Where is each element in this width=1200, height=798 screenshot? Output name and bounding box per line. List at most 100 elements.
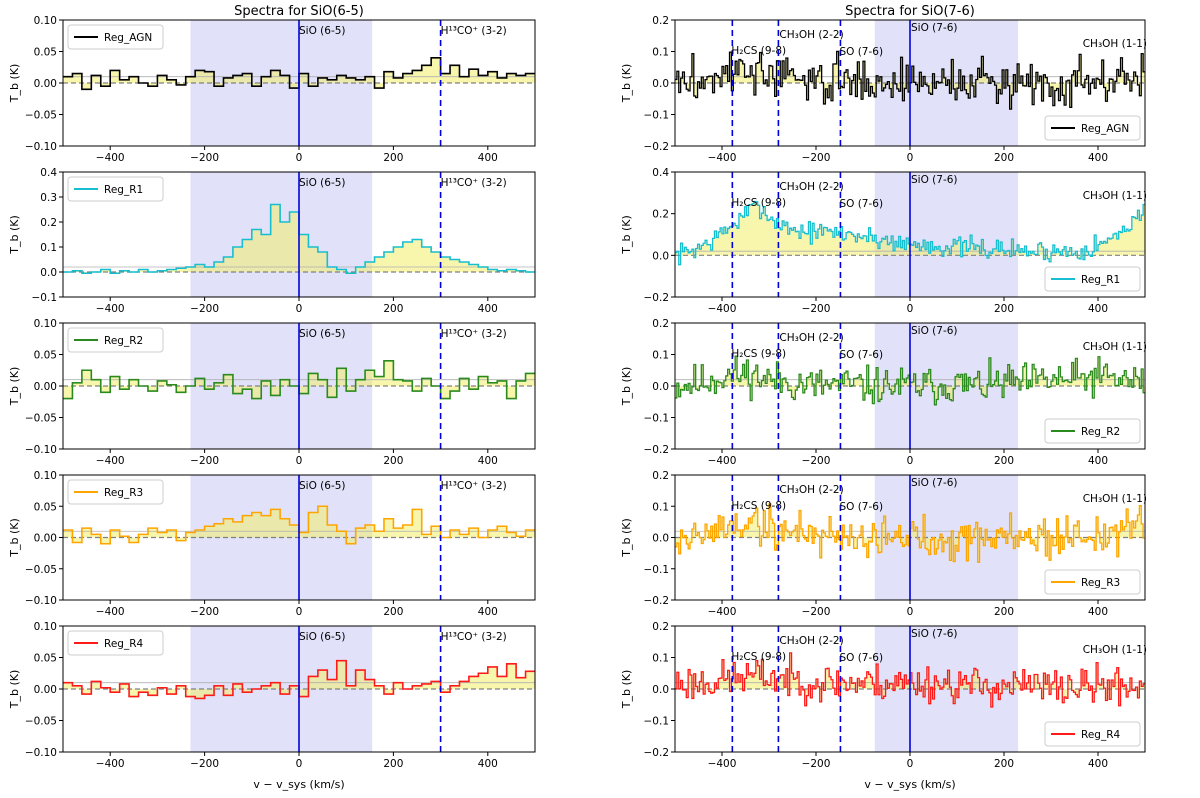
- y-tick-label: 0.0: [40, 267, 57, 279]
- line-marker-label: H¹³CO⁺ (3-2): [441, 25, 507, 37]
- y-axis-label: T_b (K): [620, 518, 633, 558]
- legend: Reg_R3: [1044, 569, 1141, 595]
- legend-box: [1044, 266, 1141, 292]
- x-tick-label: 0: [907, 303, 914, 315]
- legend-box: [67, 630, 164, 656]
- y-axis-label: T_b (K): [8, 367, 21, 407]
- x-tick-label: 200: [994, 303, 1014, 315]
- y-tick-label: 0.10: [34, 621, 57, 633]
- y-tick-label: 0.1: [652, 653, 669, 665]
- y-tick-label: 0.0: [652, 533, 669, 545]
- x-tick-label: 400: [1088, 758, 1108, 770]
- y-tick-label: 0.1: [652, 47, 669, 59]
- legend-box: [67, 24, 164, 50]
- legend-label: Reg_R3: [104, 487, 143, 499]
- y-axis-label: T_b (K): [8, 670, 21, 710]
- x-tick-label: −400: [708, 758, 737, 770]
- x-tick-label: 0: [907, 606, 914, 618]
- x-tick-label: −400: [708, 606, 737, 618]
- y-tick-label: −0.2: [644, 141, 670, 153]
- x-tick-label: −200: [802, 758, 831, 770]
- line-marker-label: CH₃OH (2-2): [779, 484, 843, 496]
- y-tick-label: 0.1: [652, 350, 669, 362]
- line-marker-label: CH₃OH (2-2): [779, 332, 843, 344]
- line-marker-label: CH₃OH (2-2): [779, 635, 843, 647]
- y-tick-label: 0.3: [40, 192, 57, 204]
- line-marker-label: SiO (6-5): [299, 480, 346, 492]
- legend-box: [1044, 418, 1141, 444]
- x-tick-label: −400: [96, 303, 125, 315]
- x-tick-label: 200: [994, 758, 1014, 770]
- x-tick-label: 400: [1088, 455, 1108, 467]
- legend-label: Reg_R2: [104, 335, 143, 347]
- line-marker-label: SiO (6-5): [299, 25, 346, 37]
- x-tick-label: 0: [907, 455, 914, 467]
- y-tick-label: 0.05: [34, 653, 57, 665]
- line-marker-label: SiO (7-6): [911, 628, 958, 640]
- legend-label: Reg_R1: [104, 184, 143, 196]
- legend: Reg_R1: [67, 176, 164, 202]
- x-tick-label: −200: [802, 606, 831, 618]
- y-tick-label: 0.2: [652, 470, 669, 482]
- panel-sio76-reg-r2: H₂CS (9-8) CH₃OH (2-2) SO (7-6) SiO (7-6) CH…: [620, 318, 1147, 467]
- x-tick-label: −400: [96, 606, 125, 618]
- line-marker-label: H₂CS (9-8): [731, 651, 786, 663]
- legend: Reg_R2: [67, 327, 164, 353]
- line-marker-label: SiO (7-6): [911, 325, 958, 337]
- panel-sio65-reg-r1: SiO (6-5) H¹³CO⁺ (3-2) −0.1 0.0 0.1 0.2 0.3 0.4…: [8, 167, 536, 315]
- y-tick-label: −0.10: [25, 747, 57, 759]
- panel-grid: SiO (6-5) H¹³CO⁺ (3-2)−0.10−0.050.000.050…: [8, 15, 1147, 770]
- x-tick-label: −400: [96, 152, 125, 164]
- y-tick-label: −0.05: [25, 413, 57, 425]
- y-tick-label: −0.10: [25, 444, 57, 456]
- x-tick-label: −400: [708, 152, 737, 164]
- x-tick-label: 0: [296, 152, 303, 164]
- line-marker-label: H₂CS (9-8): [731, 500, 786, 512]
- x-tick-label: −200: [190, 758, 219, 770]
- line-marker-label: H¹³CO⁺ (3-2): [441, 480, 507, 492]
- y-axis-label: T_b (K): [620, 367, 633, 407]
- x-tick-label: −200: [190, 455, 219, 467]
- y-tick-label: −0.05: [25, 564, 57, 576]
- x-tick-label: 0: [907, 152, 914, 164]
- x-tick-label: −200: [190, 152, 219, 164]
- y-tick-label: 0.2: [652, 318, 669, 330]
- line-marker-label: CH₃OH (1-1): [1083, 38, 1147, 50]
- panel-sio65-reg-r2: SiO (6-5) H¹³CO⁺ (3-2) −0.10 −0.05 0.00 0.05 0…: [8, 318, 536, 467]
- x-tick-label: 400: [478, 606, 498, 618]
- y-tick-label: 0.0: [652, 250, 669, 262]
- y-tick-label: 0.1: [40, 242, 57, 254]
- panel-sio76-reg-r4: H₂CS (9-8) CH₃OH (2-2) SO (7-6) SiO (7-6) CH…: [620, 621, 1147, 770]
- legend-label: Reg_R3: [1081, 577, 1120, 589]
- line-marker-label: CH₃OH (1-1): [1083, 190, 1147, 202]
- left-figure-title: Spectra for SiO(6-5): [234, 4, 364, 19]
- y-tick-label: 0.0: [652, 684, 669, 696]
- right-x-axis-label: v − v_sys (km/s): [864, 778, 955, 791]
- legend-box: [1044, 569, 1141, 595]
- x-tick-label: 400: [1088, 606, 1108, 618]
- y-tick-label: 0.10: [34, 15, 57, 27]
- spectrum-fill: [63, 360, 535, 399]
- legend-label: Reg_R1: [1081, 274, 1120, 286]
- legend: Reg_AGN: [1044, 115, 1141, 141]
- legend-label: Reg_AGN: [104, 32, 152, 44]
- x-tick-label: 200: [383, 455, 403, 467]
- line-marker-label: CH₃OH (2-2): [779, 181, 843, 193]
- panel-sio76-reg-r1: H₂CS (9-8) CH₃OH (2-2) SO (7-6) SiO (7-6) CH…: [620, 167, 1147, 315]
- panel-sio65-reg-agn: SiO (6-5) H¹³CO⁺ (3-2) −0.10 −0.05 0.00 0.05 0…: [8, 15, 536, 164]
- x-tick-label: 400: [1088, 303, 1108, 315]
- legend-box: [67, 327, 164, 353]
- x-tick-label: 200: [994, 606, 1014, 618]
- legend: Reg_R3: [67, 479, 164, 505]
- legend: Reg_R1: [1044, 266, 1141, 292]
- y-tick-label: 0.00: [34, 533, 57, 545]
- line-marker-label: SiO (6-5): [299, 328, 346, 340]
- y-tick-label: −0.1: [644, 716, 670, 728]
- y-tick-label: 0.10: [34, 470, 57, 482]
- legend-box: [1044, 115, 1141, 141]
- line-marker-label: H₂CS (9-8): [731, 348, 786, 360]
- legend-box: [1044, 721, 1141, 747]
- left-x-axis-label: v − v_sys (km/s): [253, 778, 344, 791]
- x-tick-label: 0: [296, 758, 303, 770]
- x-tick-label: 0: [907, 758, 914, 770]
